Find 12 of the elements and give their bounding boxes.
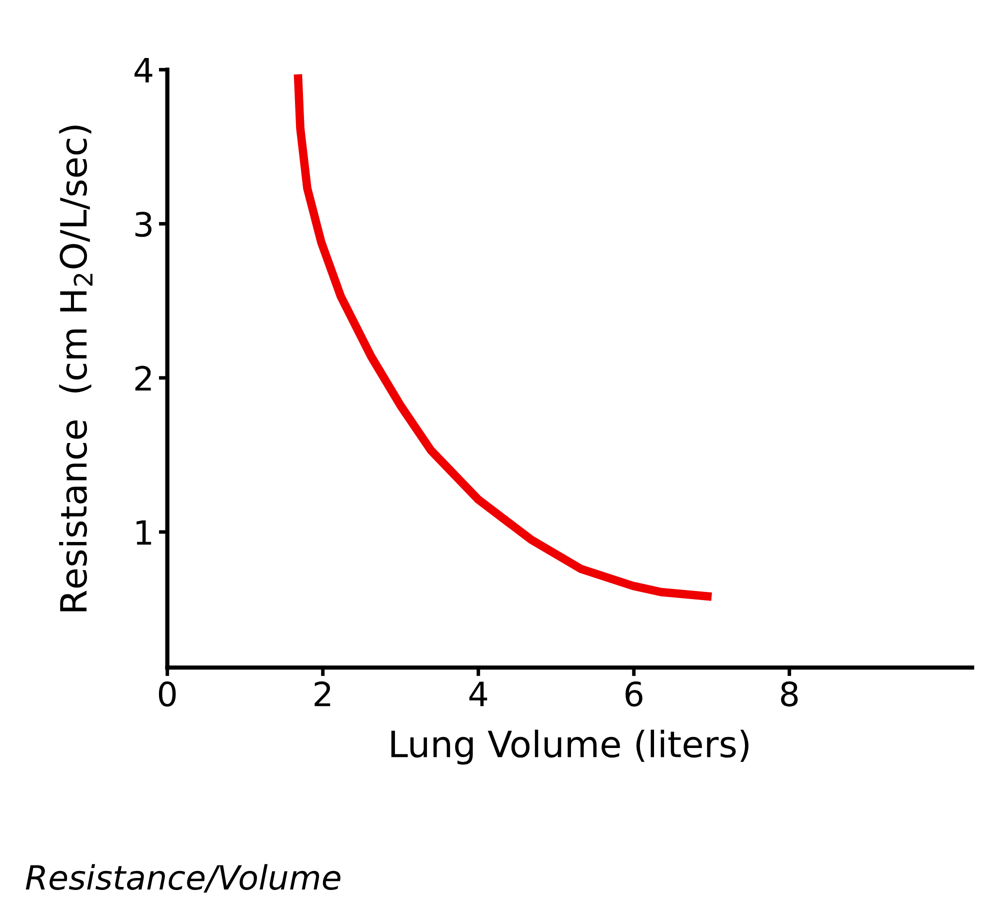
x-tick-label: 0	[158, 681, 176, 707]
x-tick-label: 6	[626, 681, 642, 707]
x-tick-label: 2	[314, 681, 330, 706]
x-tick-label: 8	[781, 681, 798, 707]
y-tick-label: 3	[135, 212, 152, 237]
text: Resistance/Volume	[26, 864, 340, 893]
y-axis-title: Resistance (cm H$_{2}$O/L/sec)	[59, 126, 92, 612]
y-tick-label: 2	[135, 366, 151, 391]
x-tick-label: 4	[469, 682, 488, 706]
y-tick-label: 1	[136, 520, 152, 545]
x-axis-title: Lung Volume (liters)	[391, 730, 748, 765]
y-tick-label: 4	[134, 58, 152, 82]
